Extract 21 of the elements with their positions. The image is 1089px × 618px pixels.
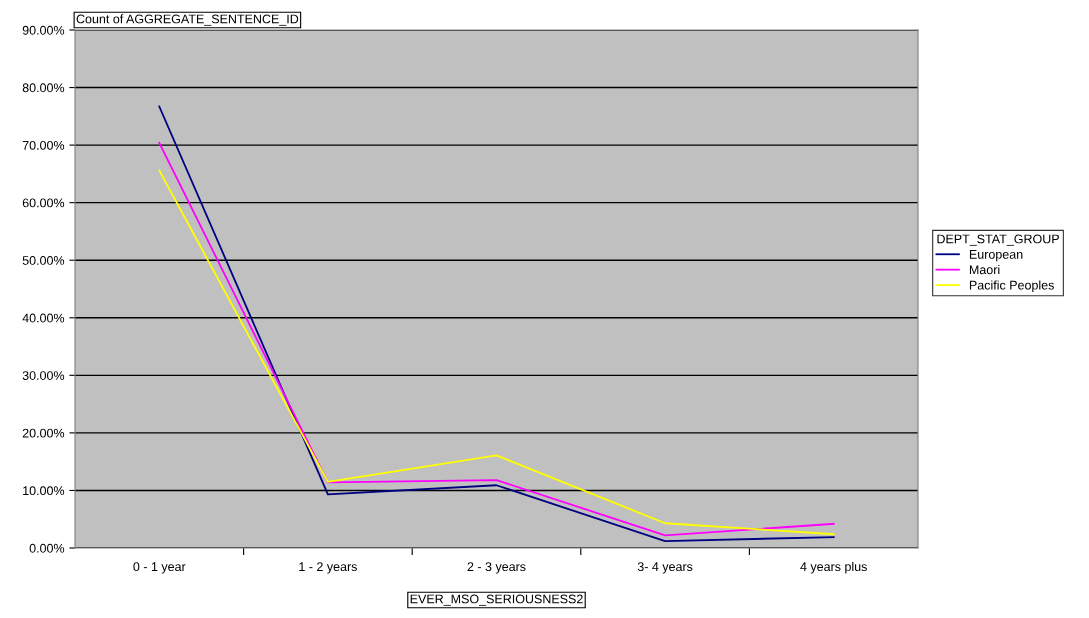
x-axis-title: EVER_MSO_SERIOUSNESS2	[410, 594, 583, 606]
y-tick-label: 80.00%	[22, 83, 65, 93]
x-tick-label: 1 - 2 years	[299, 562, 357, 574]
x-tick-label: 3- 4 years	[637, 562, 693, 574]
y-tick-label: 10.00%	[23, 486, 65, 496]
y-tick-label: 70.00%	[22, 140, 65, 150]
legend-title: DEPT_STAT_GROUP	[937, 234, 1059, 246]
y-tick-label: 30.00%	[22, 371, 65, 380]
chart-title: Count of AGGREGATE_SENTENCE_ID	[76, 14, 299, 26]
y-tick-label: 40.00%	[22, 313, 65, 323]
legend-label: Maori	[969, 264, 1000, 275]
legend-label: Pacific Peoples	[969, 280, 1054, 293]
y-tick-label: 0.00%	[29, 543, 65, 553]
y-tick-label: 50.00%	[22, 256, 65, 265]
y-tick-label: 20.00%	[22, 428, 65, 438]
x-tick-label: 2 - 3 years	[467, 562, 526, 574]
x-tick-label: 4 years plus	[800, 561, 867, 574]
legend-label: European	[969, 250, 1023, 262]
y-tick-label: 60.00%	[22, 198, 65, 208]
y-tick-label: 90.00%	[22, 25, 65, 35]
x-tick-label: 0 - 1 year	[133, 562, 186, 574]
